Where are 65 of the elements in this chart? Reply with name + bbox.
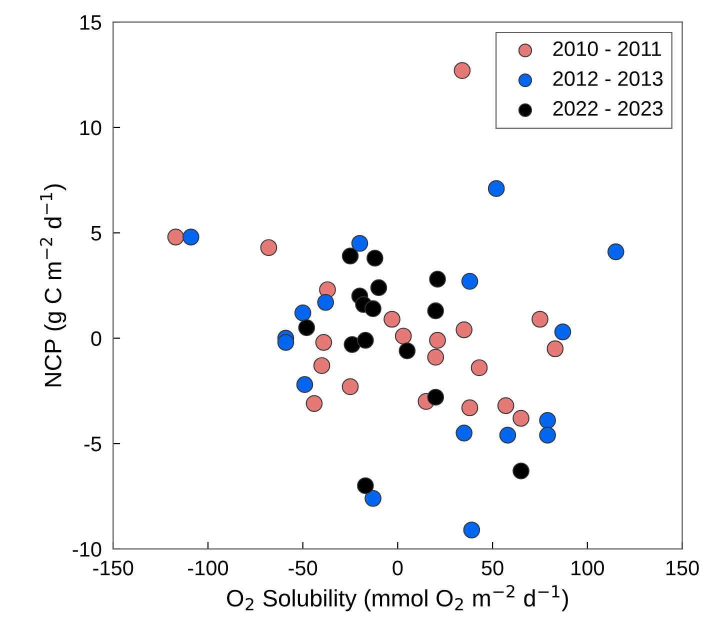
point <box>456 424 472 442</box>
point <box>294 304 312 322</box>
point <box>357 332 374 349</box>
point <box>546 340 564 358</box>
point <box>512 462 530 480</box>
point <box>313 357 330 374</box>
point <box>357 477 374 494</box>
point <box>384 310 400 328</box>
y-tick-label: -10 <box>72 542 102 557</box>
point <box>394 328 412 345</box>
y-tick-label: -5 <box>84 436 102 452</box>
x-tick-label: -100 <box>188 560 228 576</box>
point <box>454 62 471 79</box>
point <box>470 359 488 376</box>
y-axis-title: NCP (g C m$^{−2}$ d$^{−1}$) <box>40 184 66 386</box>
point <box>364 490 382 507</box>
point <box>315 334 332 351</box>
point <box>298 319 316 336</box>
y-tick-label: 10 <box>80 120 102 136</box>
x-tick-label: 100 <box>572 560 604 576</box>
x-tick-label: 150 <box>666 560 699 576</box>
point <box>296 376 314 393</box>
point <box>342 248 359 264</box>
point <box>429 270 446 288</box>
point <box>427 388 444 406</box>
point <box>539 426 556 444</box>
x-tick-label: 50 <box>482 560 504 576</box>
legend-label: 2010 - 2011 <box>553 41 661 56</box>
point <box>429 332 446 349</box>
point <box>488 180 505 197</box>
x-tick-label: -150 <box>93 560 134 576</box>
point <box>461 399 478 416</box>
point <box>539 412 556 429</box>
point <box>277 334 294 351</box>
point <box>306 395 323 412</box>
point <box>427 302 444 320</box>
point <box>607 243 624 260</box>
legend-label: 2012 - 2013 <box>553 71 663 86</box>
point <box>167 228 184 246</box>
point <box>182 228 200 246</box>
point <box>554 323 572 340</box>
point <box>497 397 514 414</box>
y-tick-label: 0 <box>91 331 102 346</box>
x-tick-label: -50 <box>288 560 318 576</box>
point <box>364 300 382 318</box>
point <box>344 336 361 353</box>
point <box>532 310 548 328</box>
y-tick-label: 15 <box>80 15 102 30</box>
point <box>342 378 359 396</box>
point <box>260 239 278 256</box>
point <box>370 279 388 296</box>
point <box>461 272 478 290</box>
point <box>463 522 480 538</box>
x-tick-label: 0 <box>392 560 403 576</box>
point <box>366 250 384 267</box>
point <box>398 342 416 360</box>
point <box>456 321 472 338</box>
legend-label: 2022 - 2023 <box>553 101 663 116</box>
point <box>317 294 334 311</box>
y-tick-label: 5 <box>91 226 102 241</box>
text: O$_{2}$ Solubility (mmol O$_{2}$ m$^{−2}$ d$^{−1}$) <box>227 585 568 612</box>
point <box>351 234 368 252</box>
point <box>427 348 444 366</box>
point <box>512 410 530 427</box>
point <box>499 426 516 444</box>
